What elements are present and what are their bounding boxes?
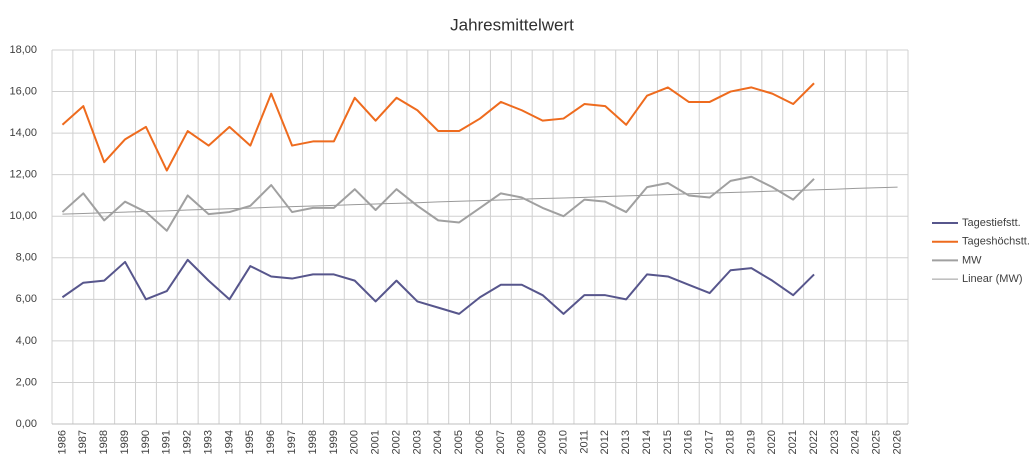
x-tick-label: 1990 <box>140 430 152 454</box>
legend-label: MW <box>962 254 982 266</box>
x-tick-label: 2012 <box>599 430 611 454</box>
x-tick-label: 2025 <box>871 430 883 454</box>
y-tick-label: 4,00 <box>16 335 37 347</box>
x-tick-label: 2006 <box>474 430 486 454</box>
y-tick-label: 10,00 <box>9 210 37 222</box>
x-tick-label: 2022 <box>808 430 820 454</box>
legend-label: Tageshöchstt. <box>962 236 1030 248</box>
x-tick-label: 2026 <box>891 430 903 454</box>
x-tick-label: 2018 <box>724 430 736 454</box>
legend-label: Tagestiefstt. <box>962 217 1021 229</box>
x-tick-label: 2004 <box>432 430 444 454</box>
y-tick-label: 0,00 <box>16 418 37 430</box>
x-tick-label: 2023 <box>829 430 841 454</box>
y-tick-label: 18,00 <box>9 44 37 56</box>
series-line <box>62 186 898 215</box>
series-line <box>61 82 815 172</box>
x-tick-label: 1989 <box>119 430 131 454</box>
series-line <box>61 175 815 232</box>
x-tick-label: 2000 <box>349 430 361 454</box>
x-tick-label: 1997 <box>286 430 298 454</box>
x-tick-label: 2014 <box>641 430 653 454</box>
x-tick-label: 2011 <box>578 430 590 454</box>
x-tick-label: 1993 <box>202 430 214 454</box>
x-tick-label: 2017 <box>704 430 716 454</box>
y-tick-label: 6,00 <box>16 293 37 305</box>
x-tick-label: 1999 <box>328 430 340 454</box>
x-tick-label: 1995 <box>244 430 256 454</box>
x-tick-label: 1987 <box>77 430 89 454</box>
x-tick-label: 1992 <box>182 430 194 454</box>
x-tick-label: 2019 <box>745 430 757 454</box>
x-tick-label: 2002 <box>390 430 402 454</box>
x-tick-label: 1991 <box>161 430 173 454</box>
x-tick-label: 2001 <box>370 430 382 454</box>
x-tick-label: 2009 <box>537 430 549 454</box>
y-tick-label: 16,00 <box>9 85 37 97</box>
x-tick-label: 2007 <box>495 430 507 454</box>
x-tick-label: 1996 <box>265 430 277 454</box>
y-tick-label: 12,00 <box>9 169 37 181</box>
x-tick-label: 2016 <box>683 430 695 454</box>
y-tick-label: 8,00 <box>16 252 37 264</box>
x-tick-label: 2021 <box>787 430 799 454</box>
chart-title: Jahresmittelwert <box>450 15 574 34</box>
x-tick-label: 2013 <box>620 430 632 454</box>
x-tick-label: 1994 <box>223 430 235 454</box>
legend-label: Linear (MW) <box>962 273 1023 285</box>
y-tick-label: 14,00 <box>9 127 37 139</box>
y-tick-label: 2,00 <box>16 376 37 388</box>
x-tick-label: 2024 <box>850 430 862 454</box>
x-tick-label: 1998 <box>307 430 319 454</box>
x-tick-label: 2020 <box>766 430 778 454</box>
x-tick-label: 2005 <box>453 430 465 454</box>
series-line <box>61 258 815 315</box>
x-tick-label: 1988 <box>98 430 110 454</box>
x-tick-label: 2003 <box>411 430 423 454</box>
x-tick-label: 1986 <box>56 430 68 454</box>
x-tick-label: 2008 <box>516 430 528 454</box>
x-tick-label: 2010 <box>557 430 569 454</box>
x-tick-label: 2015 <box>662 430 674 454</box>
